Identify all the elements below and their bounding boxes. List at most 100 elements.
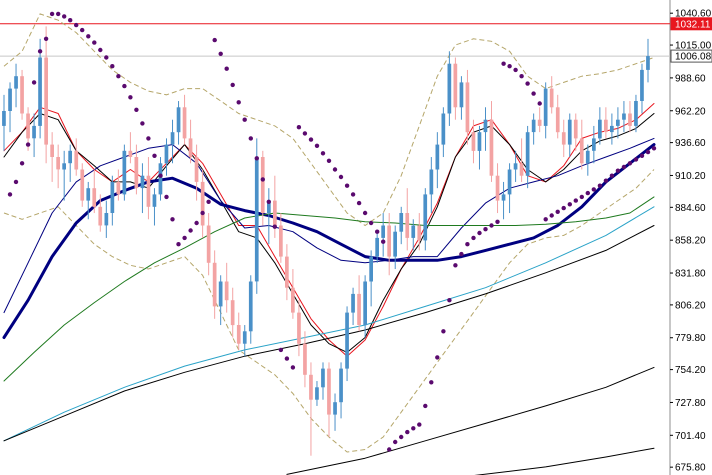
sar-dot: [423, 403, 428, 409]
candle-body: [429, 169, 434, 195]
candle-body: [98, 206, 103, 226]
y-tick-label: 884.60: [675, 203, 706, 214]
sar-dot: [537, 101, 542, 106]
sar-dot: [507, 63, 512, 69]
sar-dot: [74, 22, 79, 28]
sar-dot: [525, 81, 530, 86]
candle: [128, 132, 133, 164]
candle: [279, 213, 283, 263]
candle: [140, 163, 145, 214]
sar-dot: [627, 161, 633, 166]
candle: [549, 76, 554, 114]
sar-dot: [92, 40, 97, 45]
candle-body: [170, 132, 175, 145]
sar-dot: [597, 183, 603, 188]
y-tick-label: 806.20: [675, 300, 706, 311]
candle-body: [212, 262, 217, 307]
candle-body: [92, 188, 97, 207]
sar-dot: [387, 447, 392, 452]
candle: [260, 150, 265, 226]
candle-body: [393, 231, 397, 257]
candle-body: [104, 213, 109, 226]
sar-dot: [260, 177, 265, 182]
candle-body: [477, 132, 482, 151]
sar-dot: [435, 355, 440, 360]
candle-body: [453, 63, 458, 108]
candle-body: [194, 157, 199, 182]
candle-body: [610, 125, 614, 133]
candle-body: [357, 293, 361, 325]
candle-body: [206, 225, 211, 263]
candle-body: [110, 181, 115, 213]
sar-dot: [37, 49, 43, 54]
y-tick-label: 1040.60: [675, 9, 712, 20]
sar-dot: [134, 107, 139, 113]
candle: [8, 82, 12, 133]
candle-body: [146, 175, 151, 207]
candle-body: [315, 387, 319, 400]
moving-average-line: [286, 366, 655, 475]
candle: [86, 181, 91, 220]
moving-average-line: [474, 447, 655, 475]
y-tick-label: 1015.00: [675, 41, 712, 52]
candle: [604, 107, 608, 139]
price-level-badge-box: [670, 49, 712, 63]
candlesticks: [2, 26, 650, 456]
candle: [507, 163, 512, 214]
candle-body: [44, 57, 48, 145]
sar-dot: [7, 192, 13, 197]
sar-dot: [170, 217, 175, 222]
candle-body: [411, 225, 416, 238]
candle: [357, 275, 361, 332]
candle-body: [176, 107, 181, 133]
candle-body: [242, 331, 247, 344]
sar-dot: [429, 380, 434, 385]
candle-body: [441, 113, 446, 145]
y-tick-label: 701.40: [675, 431, 706, 442]
sar-dot: [206, 199, 211, 204]
sar-dot: [555, 209, 560, 214]
candle: [628, 101, 632, 133]
sar-dot: [519, 74, 524, 79]
y-tick-label: 910.20: [675, 171, 706, 182]
candle-body: [182, 107, 187, 139]
candle: [20, 69, 24, 120]
candle-body: [555, 107, 560, 133]
candle-body: [471, 132, 476, 151]
sar-dot: [272, 224, 277, 229]
candle-body: [549, 88, 554, 108]
candle: [164, 138, 169, 176]
sar-dot: [116, 74, 121, 79]
candle-body: [50, 144, 54, 157]
sar-dot: [146, 136, 151, 141]
candle-body: [604, 119, 608, 133]
candle-body: [26, 113, 30, 139]
sar-dot: [43, 36, 49, 41]
candle: [585, 144, 590, 176]
candle: [248, 275, 253, 344]
price-level-badge-label: 1032.11: [675, 19, 711, 30]
sar-dot: [110, 63, 115, 69]
candle-body: [465, 82, 470, 133]
candle: [634, 94, 638, 133]
candle: [303, 331, 307, 388]
sar-dot: [164, 194, 169, 200]
candle: [453, 57, 458, 120]
candle: [56, 144, 60, 189]
candle: [200, 169, 205, 238]
candle: [363, 275, 367, 338]
candle-body: [285, 256, 289, 288]
sar-dot: [104, 55, 109, 60]
candle: [483, 107, 488, 151]
candle: [98, 194, 103, 232]
candle-body: [122, 150, 127, 195]
moving-average-line: [3, 225, 655, 442]
sar-dot: [393, 439, 398, 445]
candle-body: [519, 163, 524, 176]
sar-dot: [399, 434, 404, 440]
price-axis-background: [670, 0, 712, 475]
candle-body: [38, 57, 42, 126]
candle: [622, 101, 626, 133]
candle-body: [248, 281, 253, 332]
candle-body: [622, 113, 626, 120]
